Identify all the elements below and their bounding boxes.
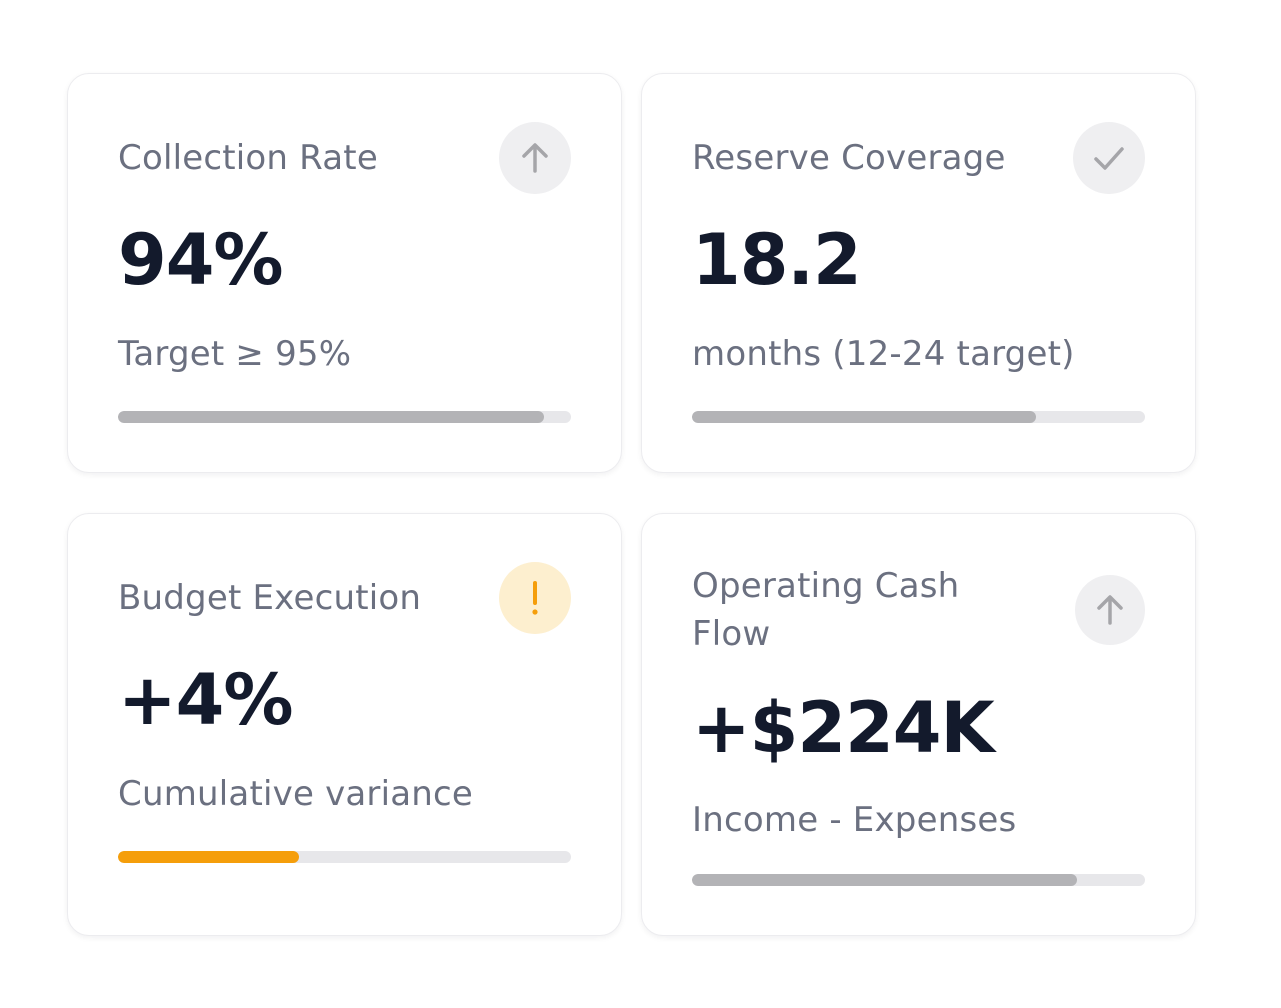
- card-header: Reserve Coverage: [692, 122, 1145, 194]
- card-title: Operating Cash Flow: [692, 566, 960, 654]
- progress-fill: [692, 874, 1078, 886]
- progress-fill: [118, 411, 544, 423]
- kpi-card-collection-rate: Collection Rate 94% Target ≥ 95%: [67, 73, 622, 473]
- progress-bar: [118, 851, 571, 863]
- card-subtitle: Target ≥ 95%: [118, 334, 352, 374]
- card-header: Operating Cash Flow: [692, 562, 1145, 658]
- card-value: +$224K: [692, 687, 995, 769]
- card-subtitle: months (12-24 target): [692, 334, 1075, 374]
- progress-bar: [692, 874, 1145, 886]
- card-value: +4%: [118, 659, 294, 741]
- card-subtitle: Cumulative variance: [118, 774, 474, 814]
- arrow-up-icon: [1075, 575, 1145, 645]
- progress-bar: [692, 411, 1145, 423]
- card-title: Reserve Coverage: [692, 138, 1006, 178]
- progress-bar: [118, 411, 571, 423]
- kpi-card-reserve-coverage: Reserve Coverage 18.2 months (12-24 targ…: [641, 73, 1196, 473]
- card-header: Collection Rate: [118, 122, 571, 194]
- kpi-card-grid: Collection Rate 94% Target ≥ 95% Reserve…: [67, 73, 1196, 936]
- progress-fill: [692, 411, 1037, 423]
- exclamation-icon: [499, 562, 571, 634]
- card-header: Budget Execution: [118, 562, 571, 634]
- card-title: Budget Execution: [118, 578, 422, 618]
- check-icon: [1073, 122, 1145, 194]
- card-value: 18.2: [692, 219, 862, 301]
- kpi-card-budget-execution: Budget Execution +4% Cumulative variance: [67, 513, 622, 936]
- card-value: 94%: [118, 219, 284, 301]
- progress-fill: [118, 851, 300, 863]
- card-title: Collection Rate: [118, 138, 378, 178]
- card-subtitle: Income - Expenses: [692, 800, 1017, 840]
- kpi-card-operating-cash-flow: Operating Cash Flow +$224K Income - Expe…: [641, 513, 1196, 936]
- arrow-up-icon: [499, 122, 571, 194]
